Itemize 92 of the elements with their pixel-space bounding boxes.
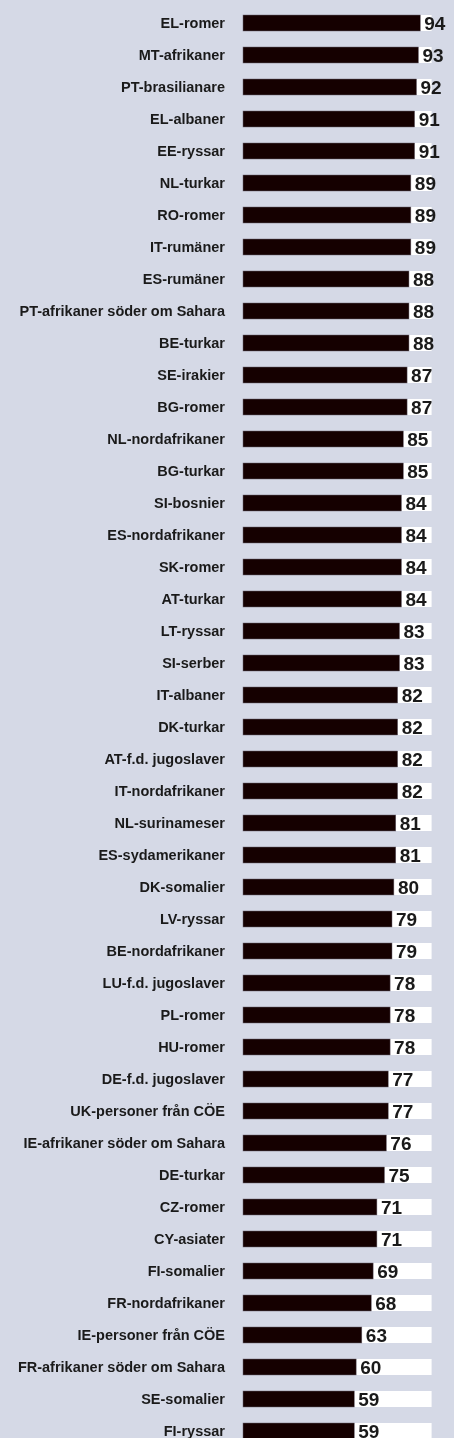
- y-tick-label: BG-romer: [157, 399, 226, 416]
- y-tick-label: IT-albaner: [156, 687, 226, 704]
- data-label: 82: [401, 748, 423, 770]
- y-tick-label: FI-somalier: [147, 1263, 226, 1280]
- y-tick-label: PL-romer: [160, 1007, 226, 1024]
- data-label: 91: [418, 140, 441, 162]
- y-tick-label: DK-turkar: [158, 719, 226, 736]
- y-tick-label: SE-irakier: [157, 367, 226, 384]
- y-tick-label: SE-somalier: [141, 1391, 226, 1408]
- data-label: 84: [405, 524, 427, 546]
- data-label: 63: [365, 1324, 387, 1346]
- y-tick-label: IE-afrikaner söder om Sahara: [23, 1135, 226, 1152]
- y-tick-label: ES-rumäner: [142, 271, 226, 288]
- data-label: 78: [394, 1004, 416, 1026]
- y-tick-label: DE-f.d. jugoslaver: [101, 1071, 226, 1088]
- y-tick-label: NL-turkar: [159, 175, 226, 192]
- y-tick-label: EE-ryssar: [157, 143, 226, 160]
- data-label: 93: [422, 44, 444, 66]
- data-label: 82: [401, 684, 423, 706]
- y-tick-label: FR-nordafrikaner: [107, 1295, 226, 1312]
- data-label: 88: [412, 268, 435, 290]
- data-label: 78: [394, 972, 416, 994]
- y-tick-label: NL-surinameser: [114, 815, 226, 832]
- data-label: 92: [420, 76, 442, 98]
- y-tick-label: BE-turkar: [158, 335, 226, 352]
- data-label: 83: [403, 652, 425, 674]
- y-tick-label: UK-personer från CÖE: [70, 1103, 226, 1120]
- data-label: 79: [395, 908, 418, 930]
- y-tick-label: AT-f.d. jugoslaver: [104, 751, 226, 768]
- data-label: 94: [424, 12, 446, 34]
- y-tick-label: RO-romer: [157, 207, 226, 224]
- y-tick-label: LU-f.d. jugoslaver: [102, 975, 226, 992]
- data-label: 87: [411, 364, 433, 386]
- data-label: 77: [392, 1068, 414, 1090]
- data-label: 82: [401, 716, 423, 738]
- data-label: 89: [414, 236, 436, 258]
- y-tick-label: LV-ryssar: [159, 911, 226, 928]
- y-tick-label: NL-nordafrikaner: [107, 431, 226, 448]
- y-tick-label: AT-turkar: [161, 591, 226, 608]
- data-label: 83: [403, 620, 425, 642]
- y-tick-label: PT-brasilianare: [121, 79, 225, 96]
- y-tick-label: EL-albaner: [150, 111, 226, 128]
- y-tick-label: MT-afrikaner: [138, 47, 226, 64]
- data-label: 84: [405, 492, 427, 514]
- bar: [242, 270, 410, 288]
- y-tick-label: LT-ryssar: [160, 623, 226, 640]
- data-label: 84: [405, 588, 427, 610]
- data-label: 85: [407, 428, 429, 450]
- y-tick-label: ES-nordafrikaner: [107, 527, 226, 544]
- y-tick-label: IT-nordafrikaner: [114, 783, 226, 800]
- y-tick-label: DE-turkar: [158, 1167, 226, 1184]
- y-tick-label: CZ-romer: [159, 1199, 226, 1216]
- data-label: 79: [395, 940, 418, 962]
- y-tick-label: FR-afrikaner söder om Sahara: [17, 1359, 226, 1376]
- data-label: 59: [358, 1420, 380, 1438]
- y-tick-label: IT-rumäner: [150, 239, 226, 256]
- y-tick-label: ES-sydamerikaner: [98, 847, 226, 864]
- y-tick-label: BE-nordafrikaner: [106, 943, 226, 960]
- data-label: 80: [397, 876, 420, 898]
- data-label: 75: [388, 1164, 411, 1186]
- data-label: 82: [401, 780, 423, 802]
- y-tick-label: BG-turkar: [157, 463, 226, 480]
- data-label: 76: [390, 1132, 412, 1154]
- data-label: 69: [377, 1260, 399, 1282]
- data-label: 81: [399, 844, 422, 866]
- data-label: 84: [405, 556, 427, 578]
- y-tick-label: SI-serber: [162, 655, 226, 672]
- data-label: 85: [407, 460, 429, 482]
- bar: [242, 334, 410, 352]
- data-label: 89: [414, 204, 436, 226]
- data-label: 89: [414, 172, 436, 194]
- y-tick-label: CY-asiater: [154, 1231, 226, 1248]
- y-tick-label: IE-personer från CÖE: [77, 1327, 226, 1344]
- data-label: 71: [380, 1228, 403, 1250]
- bar: [242, 302, 410, 320]
- data-label: 68: [375, 1292, 397, 1314]
- data-label: 59: [358, 1388, 380, 1410]
- y-tick-label: SI-bosnier: [154, 495, 226, 512]
- y-tick-label: PT-afrikaner söder om Sahara: [19, 303, 226, 320]
- data-label: 77: [392, 1100, 414, 1122]
- data-label: 60: [360, 1356, 382, 1378]
- data-label: 88: [412, 300, 435, 322]
- y-tick-label: DK-somalier: [139, 879, 226, 896]
- data-label: 78: [394, 1036, 416, 1058]
- y-tick-label: HU-romer: [158, 1039, 226, 1056]
- y-tick-label: EL-romer: [160, 15, 226, 32]
- y-tick-label: SK-romer: [158, 559, 226, 576]
- data-label: 81: [399, 812, 422, 834]
- data-label: 71: [380, 1196, 403, 1218]
- data-label: 87: [411, 396, 433, 418]
- data-label: 88: [412, 332, 435, 354]
- data-label: 91: [418, 108, 441, 130]
